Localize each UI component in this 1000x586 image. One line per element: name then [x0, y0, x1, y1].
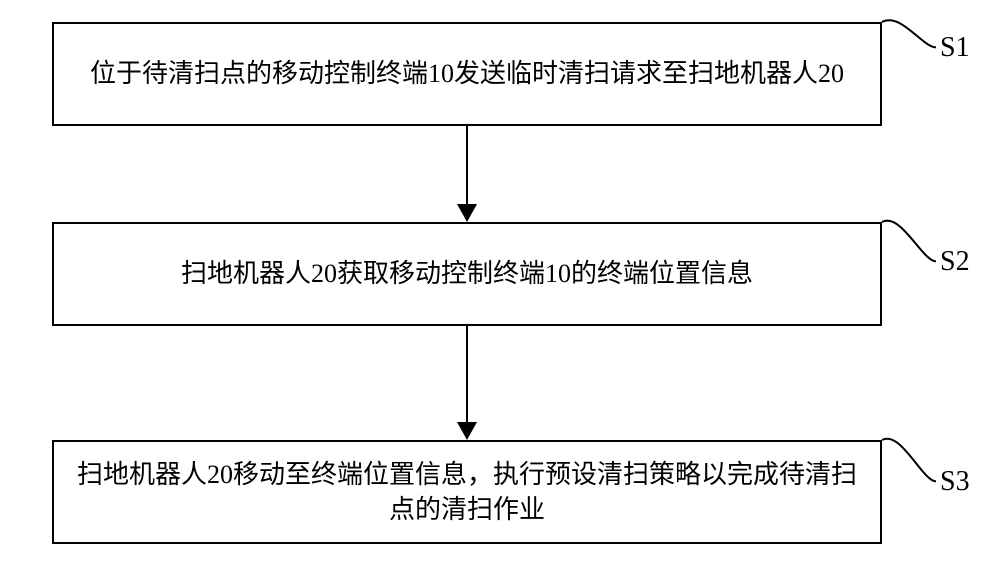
flow-box-s1: 位于待清扫点的移动控制终端10发送临时清扫请求至扫地机器人20	[52, 22, 882, 126]
step-label-l1: S1	[940, 32, 970, 64]
step-label-l2: S2	[940, 246, 970, 278]
flowchart-canvas: 位于待清扫点的移动控制终端10发送临时清扫请求至扫地机器人20 扫地机器人20获取…	[0, 0, 1000, 586]
arrow-line-2	[466, 326, 468, 422]
arrow-line-1	[466, 126, 468, 204]
step-label-text: S1	[940, 32, 970, 63]
arrow-head-2	[457, 422, 477, 440]
flow-box-s2: 扫地机器人20获取移动控制终端10的终端位置信息	[52, 222, 882, 326]
flow-box-text: 扫地机器人20移动至终端位置信息，执行预设清扫策略以完成待清扫点的清扫作业	[72, 457, 862, 527]
flow-box-s3: 扫地机器人20移动至终端位置信息，执行预设清扫策略以完成待清扫点的清扫作业	[52, 440, 882, 544]
flow-box-text: 位于待清扫点的移动控制终端10发送临时清扫请求至扫地机器人20	[90, 56, 844, 91]
step-label-text: S3	[940, 466, 970, 497]
step-connector-l2	[880, 202, 938, 281]
step-connector-l3	[880, 420, 938, 501]
flow-box-text: 扫地机器人20获取移动控制终端10的终端位置信息	[181, 256, 753, 291]
step-label-text: S2	[940, 246, 970, 277]
step-label-l3: S3	[940, 466, 970, 498]
arrow-head-1	[457, 204, 477, 222]
step-connector-l1	[880, 2, 938, 67]
